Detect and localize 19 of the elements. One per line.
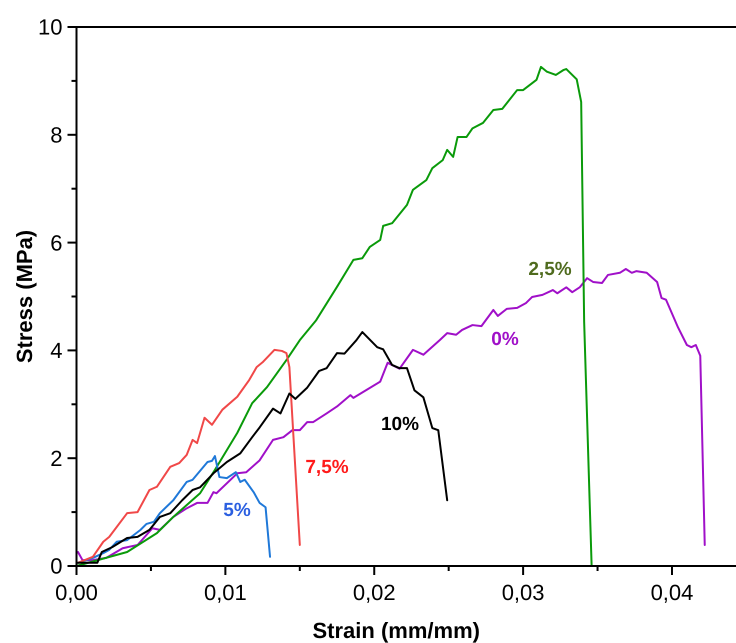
y-tick-label: 8 <box>50 122 62 148</box>
y-tick-label: 4 <box>50 338 62 364</box>
x-tick-label: 0,01 <box>204 580 247 605</box>
series-label: 2,5% <box>528 259 572 280</box>
y-tick-label: 10 <box>38 14 62 40</box>
x-axis-title: Strain (mm/mm) <box>312 618 480 643</box>
line-series <box>76 348 301 564</box>
y-tick-label: 0 <box>50 554 62 579</box>
series-label: 7,5% <box>305 457 349 478</box>
y-tick-label: 6 <box>50 230 62 256</box>
x-tick-label: 0,04 <box>650 580 694 605</box>
x-tick-label: 0,00 <box>55 580 98 605</box>
y-tick-label: 2 <box>50 446 62 471</box>
y-axis-title: Stress (MPa) <box>12 230 37 364</box>
x-tick-label: 0,02 <box>352 580 396 605</box>
series-label: 5% <box>223 500 251 521</box>
series-label: 10% <box>380 414 420 435</box>
series-label: 0% <box>491 329 519 350</box>
x-tick-label: 0,03 <box>502 580 545 605</box>
